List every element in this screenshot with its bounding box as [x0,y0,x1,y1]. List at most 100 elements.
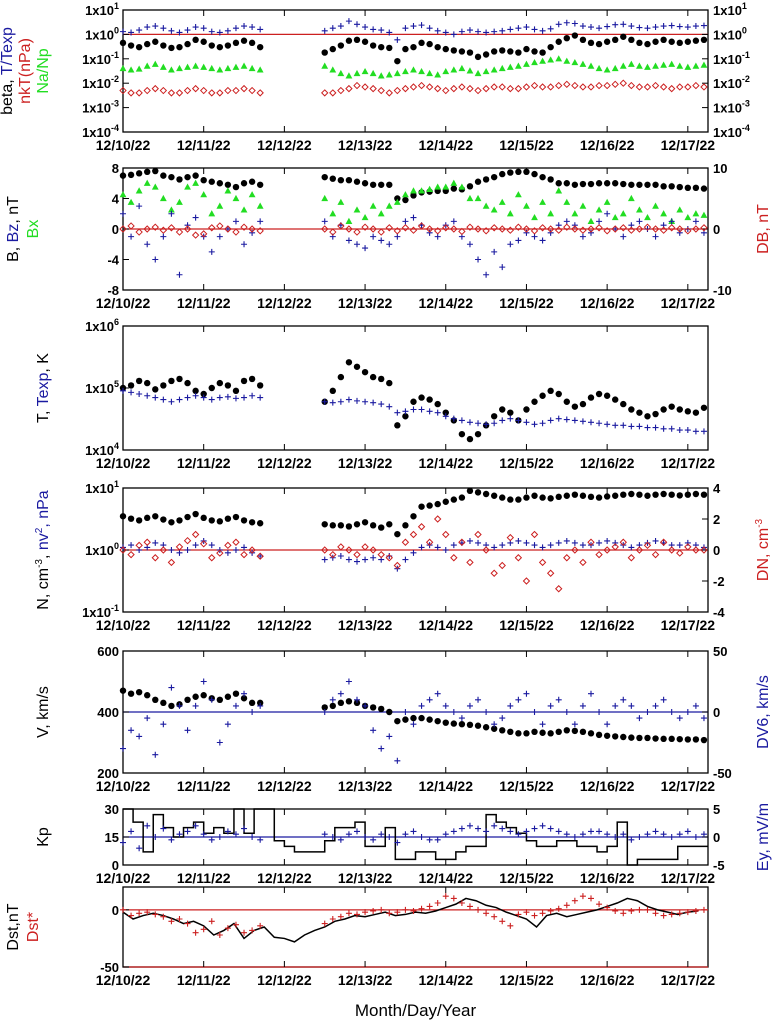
data-point [684,227,692,235]
x-tick-label: 12/15/22 [499,972,554,988]
data-point [563,80,571,89]
data-point [241,241,248,248]
data-point [386,521,393,528]
data-point [216,233,223,240]
tick-label: 1x100 [85,541,119,558]
series-line [122,897,698,943]
data-point [321,521,328,528]
data-point [144,514,151,522]
data-point [466,903,473,910]
x-tick-label: 12/15/22 [499,295,554,311]
data-point [402,709,409,715]
data-point [555,539,562,546]
tick-label: -50 [713,766,732,781]
data-point [176,831,183,838]
data-point [354,21,360,28]
y-axis-label: nkT(nPa) [17,38,34,104]
data-point [176,702,183,709]
data-point [636,62,643,69]
data-point [192,693,199,700]
data-point [143,86,151,95]
data-point [200,514,207,522]
data-point [240,84,248,93]
data-point [345,359,353,366]
data-point [571,210,579,217]
x-tick-label: 12/13/22 [338,295,393,311]
x-tick-label: 12/16/22 [580,972,635,988]
data-point [224,382,232,389]
x-tick-label: 12/17/22 [661,778,716,794]
data-point [249,834,256,840]
data-point [329,399,336,406]
data-point [619,538,627,546]
tick-base: 1x10 [713,101,742,116]
data-point [394,530,401,538]
data-point [240,37,248,44]
data-point [579,180,587,188]
data-point [337,86,345,95]
data-point [200,390,207,398]
data-point [684,213,692,221]
data-point [507,241,514,248]
data-point [563,727,570,734]
data-point [152,911,159,918]
data-point [369,546,377,554]
data-point [475,256,482,263]
data-point [249,709,256,715]
x-tick-label: 12/16/22 [580,617,635,633]
tick-label: 1x101 [713,1,747,18]
data-point [514,191,522,198]
data-point [515,49,522,56]
data-point [426,25,433,32]
data-point [676,735,683,743]
data-point [596,218,603,225]
data-point [668,709,675,715]
data-point [386,834,393,840]
data-point [466,702,473,709]
data-point [199,540,208,548]
tick-label: 600 [97,644,119,659]
data-point [418,394,425,401]
data-point [232,538,240,546]
data-point [458,48,466,55]
data-point [337,373,345,381]
tick-base: 1x10 [85,27,114,42]
data-point [232,194,240,202]
data-point [571,58,579,66]
data-point [136,910,143,917]
plot-marks [119,678,708,764]
data-point [337,69,345,77]
data-point [684,709,691,715]
data-point [499,494,506,501]
axis-label-part: -3 [34,559,45,568]
data-point [530,81,539,90]
data-point [612,396,619,403]
data-point [208,28,215,35]
data-point [595,494,603,501]
data-point [587,217,595,224]
data-point [636,834,643,840]
data-point [595,390,603,398]
data-point [490,224,498,232]
data-point [199,86,208,95]
data-point [563,57,571,64]
data-point [563,416,570,423]
data-point [474,225,482,233]
data-point [184,63,191,70]
data-point [652,424,659,431]
data-point [232,513,240,521]
data-point [192,172,199,179]
data-point [321,62,329,69]
data-point [700,428,707,435]
data-point [644,213,651,221]
data-point [515,496,522,503]
data-point [531,825,538,832]
data-point [627,194,635,202]
data-point [571,222,578,229]
data-point [168,547,175,553]
data-point [385,224,393,232]
data-point [329,550,337,559]
data-point [184,547,191,553]
data-point [200,38,207,45]
data-point [652,491,659,498]
